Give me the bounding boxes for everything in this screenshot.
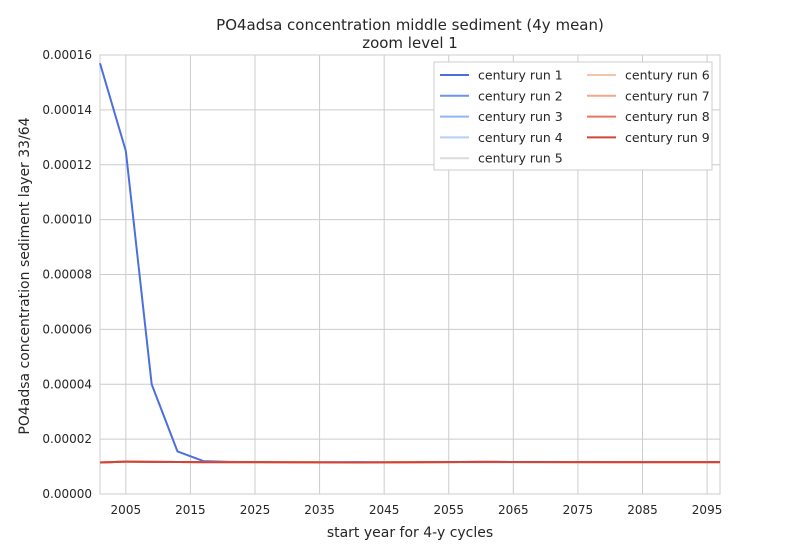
x-tick-label: 2055 bbox=[433, 503, 464, 517]
legend-label-2: century run 2 bbox=[478, 88, 563, 103]
y-tick-label: 0.00000 bbox=[42, 487, 92, 501]
y-tick-labels: 0.00000 0.00002 0.00004 0.00006 0.00008 0.000… bbox=[42, 48, 92, 501]
x-tick-label: 2035 bbox=[304, 503, 335, 517]
x-tick-label: 2025 bbox=[240, 503, 271, 517]
legend-label-9: century run 9 bbox=[625, 130, 710, 145]
x-tick-label: 2065 bbox=[498, 503, 529, 517]
legend-label-1: century run 1 bbox=[478, 68, 563, 83]
x-tick-label: 2085 bbox=[627, 503, 658, 517]
series-line-9 bbox=[99, 460, 720, 464]
legend-label-3: century run 3 bbox=[478, 109, 563, 124]
y-tick-label: 0.00008 bbox=[42, 268, 92, 282]
y-tick-label: 0.00010 bbox=[42, 213, 92, 227]
chart-subtitle: zoom level 1 bbox=[362, 34, 458, 52]
x-axis-label: start year for 4-y cycles bbox=[327, 525, 493, 541]
legend-label-6: century run 6 bbox=[625, 68, 710, 83]
x-tick-labels: 2005 2015 2025 2035 2045 2055 2065 2075 2085 2095 bbox=[111, 503, 723, 517]
plot-frame bbox=[99, 54, 721, 495]
y-tick-label: 0.00006 bbox=[42, 322, 92, 336]
y-tick-label: 0.00014 bbox=[42, 103, 92, 117]
legend-label-5: century run 5 bbox=[478, 151, 563, 166]
legend: century run 1 century run 2 century run 3 c… bbox=[433, 61, 713, 171]
y-tick-label: 0.00002 bbox=[42, 432, 92, 446]
y-tick-label: 0.00004 bbox=[42, 377, 92, 391]
x-tick-label: 2005 bbox=[111, 503, 142, 517]
legend-label-4: century run 4 bbox=[478, 130, 563, 145]
y-tick-label: 0.00016 bbox=[42, 48, 92, 62]
x-tick-label: 2045 bbox=[369, 503, 400, 517]
legend-label-8: century run 8 bbox=[625, 109, 710, 124]
x-tick-label: 2015 bbox=[175, 503, 206, 517]
x-tick-label: 2095 bbox=[692, 503, 723, 517]
chart-title: PO4adsa concentration middle sediment (4… bbox=[216, 16, 604, 34]
legend-label-7: century run 7 bbox=[625, 88, 710, 103]
legend-box bbox=[433, 61, 713, 171]
y-tick-label: 0.00012 bbox=[42, 158, 92, 172]
x-tick-label: 2075 bbox=[563, 503, 594, 517]
series-lines bbox=[99, 62, 720, 464]
y-axis-label: PO4adsa concentration sediment layer 33/… bbox=[17, 117, 33, 434]
